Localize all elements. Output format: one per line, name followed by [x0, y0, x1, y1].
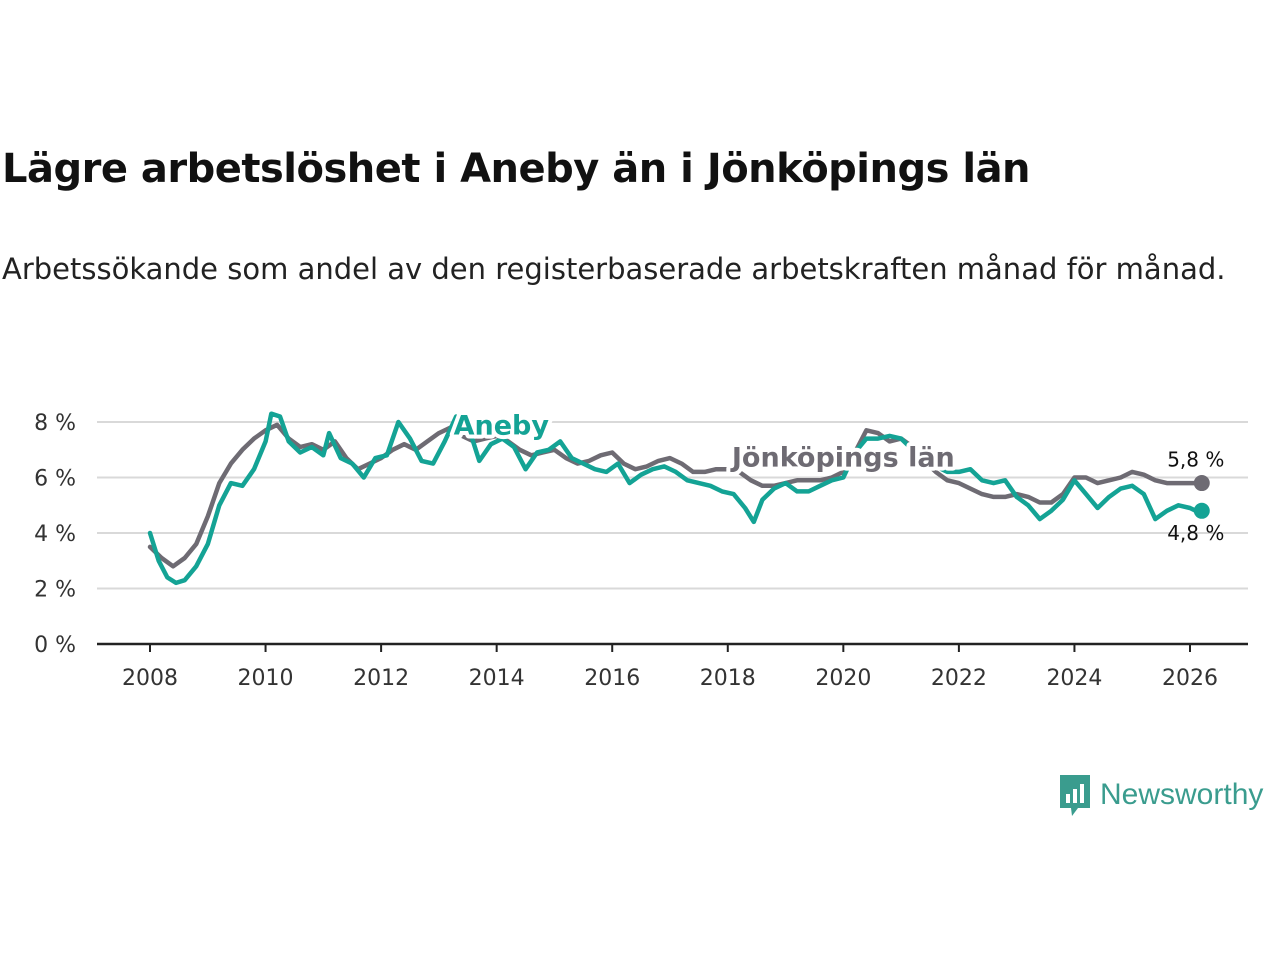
gridlines: [97, 421, 1248, 590]
y-tick-label: 2 %: [34, 578, 76, 603]
x-tick-label: 2022: [931, 666, 987, 691]
end-value-label-aneby: 4,8 %: [1167, 521, 1224, 545]
x-tick-label: 2026: [1162, 666, 1218, 691]
logo-text: Newsworthy: [1100, 778, 1264, 811]
x-axis: 2008 2010 2012 2014 2016 2018 2020 2022 2024 2026: [97, 642, 1248, 691]
chart-title: Lägre arbetslöshet i Aneby än i Jönköpin…: [2, 146, 1031, 192]
y-axis-ticks: 0 % 2 % 4 % 6 % 8 %: [34, 411, 76, 658]
series-line-jonkopings-lan: [147, 422, 1199, 569]
series-end-marker: [1193, 502, 1210, 519]
newsworthy-icon: [1060, 775, 1090, 816]
x-tick-label: 2018: [700, 666, 756, 691]
series-lines: [147, 411, 1210, 586]
y-tick-label: 6 %: [34, 467, 76, 492]
x-tick-label: 2014: [469, 666, 525, 691]
x-tick-label: 2008: [122, 666, 178, 691]
x-tick-label: 2012: [353, 666, 409, 691]
chart-subtitle: Arbetssökande som andel av den registerb…: [2, 252, 1226, 286]
x-tick-label: 2024: [1046, 666, 1102, 691]
series-line-aneby: [147, 411, 1199, 586]
series-end-marker: [1193, 475, 1210, 492]
x-tick-label: 2010: [238, 666, 294, 691]
y-tick-label: 8 %: [34, 411, 76, 436]
newsworthy-logo[interactable]: Newsworthy: [1058, 772, 1263, 818]
x-tick-label: 2016: [584, 666, 640, 691]
y-tick-label: 0 %: [34, 633, 76, 658]
end-value-label-jonkopings-lan: 5,8 %: [1167, 447, 1224, 471]
series-label-aneby: Aneby: [454, 410, 550, 441]
y-tick-label: 4 %: [34, 522, 76, 547]
series-labels: Aneby Jönköpings län 5,8 % 4,8 %: [450, 406, 1225, 545]
series-label-jonkopings-lan: Jönköpings län: [730, 442, 955, 473]
line-chart: 0 % 2 % 4 % 6 % 8 % 2008 2010 2012 2014 2016 2018…: [34, 406, 1248, 691]
x-tick-label: 2020: [815, 666, 871, 691]
